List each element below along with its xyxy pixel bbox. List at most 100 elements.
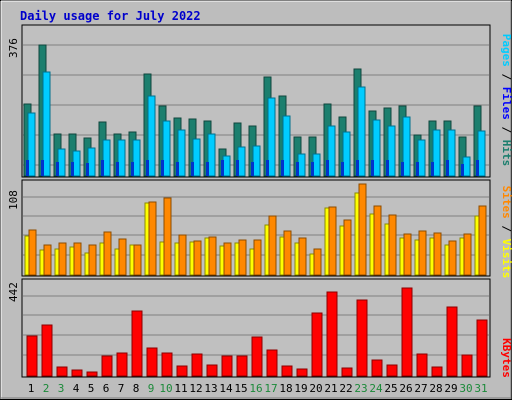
bar-sites-day-8: [133, 244, 142, 276]
bar-files-day-7: [117, 139, 126, 177]
bar-sites-day-12: [193, 240, 202, 276]
bar-kbytes-day-5: [86, 371, 98, 377]
bar-pages-day-18: [281, 160, 284, 176]
x-tick-label-day-29: 29: [444, 382, 457, 395]
x-tick-label-day-16: 16: [249, 382, 262, 395]
legend-kbytes: KBytes: [500, 338, 512, 378]
bar-kbytes-day-17: [266, 349, 278, 377]
legend-separator: /: [500, 219, 512, 239]
legend-separator: /: [500, 120, 512, 140]
bar-sites-day-21: [328, 206, 337, 276]
bar-kbytes-day-9: [146, 347, 158, 377]
x-tick-label-day-10: 10: [159, 382, 172, 395]
bar-pages-day-19: [296, 162, 299, 176]
bar-kbytes-day-4: [71, 369, 83, 377]
legend-visits: Visits: [500, 239, 512, 279]
bar-kbytes-day-11: [176, 365, 188, 377]
legend-separator: /: [500, 67, 512, 87]
bar-sites-day-23: [358, 183, 367, 276]
panel-bottom-ymax-label: 442: [7, 282, 20, 302]
bar-files-day-24: [372, 119, 381, 177]
bar-files-day-12: [192, 138, 201, 177]
bar-files-day-27: [417, 139, 426, 177]
bar-sites-day-18: [283, 230, 292, 276]
x-tick-label-day-31: 31: [474, 382, 487, 395]
bar-files-day-30: [462, 156, 471, 177]
x-tick-label-day-25: 25: [384, 382, 397, 395]
bar-kbytes-day-31: [476, 319, 488, 377]
bar-files-day-14: [222, 155, 231, 177]
bar-kbytes-day-25: [386, 364, 398, 377]
legend-pages: Pages: [500, 34, 512, 67]
bar-files-day-13: [207, 133, 216, 177]
bar-sites-day-17: [268, 215, 277, 276]
bar-pages-day-17: [266, 160, 269, 176]
bar-files-day-25: [387, 125, 396, 177]
bar-pages-day-26: [401, 162, 404, 176]
x-tick-label-day-27: 27: [414, 382, 427, 395]
bar-sites-day-24: [373, 205, 382, 276]
bar-pages-day-3: [56, 162, 59, 176]
bar-pages-day-9: [146, 160, 149, 176]
bar-files-day-4: [72, 150, 81, 177]
bar-files-day-5: [87, 147, 96, 177]
bar-files-day-8: [132, 139, 141, 177]
bar-pages-day-10: [161, 160, 164, 176]
bar-files-day-22: [342, 131, 351, 177]
bar-pages-day-12: [191, 162, 194, 176]
x-tick-label-day-9: 9: [148, 382, 155, 395]
x-tick-label-day-1: 1: [28, 382, 35, 395]
bar-files-day-20: [312, 153, 321, 177]
bar-sites-day-30: [463, 233, 472, 276]
bar-pages-day-25: [386, 160, 389, 176]
bar-sites-day-22: [343, 219, 352, 276]
bar-files-day-9: [147, 95, 156, 177]
bar-kbytes-day-20: [311, 312, 323, 377]
legend-hits: Hits: [500, 140, 512, 167]
bar-pages-day-31: [476, 160, 479, 176]
bar-pages-day-27: [416, 162, 419, 176]
panel-top-bars: [23, 44, 486, 177]
legend-files: Files: [500, 87, 512, 120]
bar-files-day-21: [327, 125, 336, 177]
panel-bottom-legend-label: KBytes: [500, 338, 512, 378]
bar-pages-day-15: [236, 160, 239, 176]
bar-pages-day-4: [71, 162, 74, 176]
bar-sites-day-4: [73, 242, 82, 276]
bar-pages-day-6: [101, 160, 104, 176]
bar-pages-day-1: [26, 160, 29, 176]
bar-sites-day-31: [478, 205, 487, 276]
x-tick-label-day-6: 6: [103, 382, 110, 395]
bar-sites-day-2: [43, 244, 52, 276]
legend-sites: Sites: [500, 186, 512, 219]
bar-files-day-10: [162, 120, 171, 177]
bar-sites-day-1: [28, 229, 37, 276]
bar-pages-day-5: [86, 163, 89, 176]
x-tick-label-day-8: 8: [133, 382, 140, 395]
bar-pages-day-29: [446, 160, 449, 176]
bar-pages-day-8: [131, 162, 134, 176]
bar-sites-day-26: [403, 233, 412, 276]
bar-sites-day-7: [118, 238, 127, 276]
bar-files-day-28: [432, 129, 441, 177]
bar-files-day-1: [27, 112, 36, 177]
x-tick-label-day-5: 5: [88, 382, 95, 395]
x-axis-day-labels: 1 2 3 4 5 6 7 8 9 10 11 12 13 14 15 16 17 18 19 20 21 22 23 24 2…: [28, 382, 488, 395]
panel-middle-legend-label: Sites / Visits: [500, 186, 512, 279]
bar-kbytes-day-2: [41, 324, 53, 377]
bar-pages-day-16: [251, 162, 254, 176]
bar-kbytes-day-18: [281, 365, 293, 377]
panel-top-ymax-label: 376: [7, 38, 20, 58]
x-tick-label-day-20: 20: [309, 382, 322, 395]
x-tick-label-day-12: 12: [189, 382, 202, 395]
x-tick-label-day-19: 19: [294, 382, 307, 395]
bar-sites-day-10: [163, 197, 172, 276]
bar-kbytes-day-7: [116, 352, 128, 377]
panel-bottom-bars: [26, 287, 488, 377]
bar-kbytes-day-13: [206, 364, 218, 377]
bar-files-day-11: [177, 129, 186, 177]
bar-pages-day-7: [116, 162, 119, 176]
x-tick-label-day-13: 13: [204, 382, 217, 395]
bar-files-day-18: [282, 115, 291, 177]
